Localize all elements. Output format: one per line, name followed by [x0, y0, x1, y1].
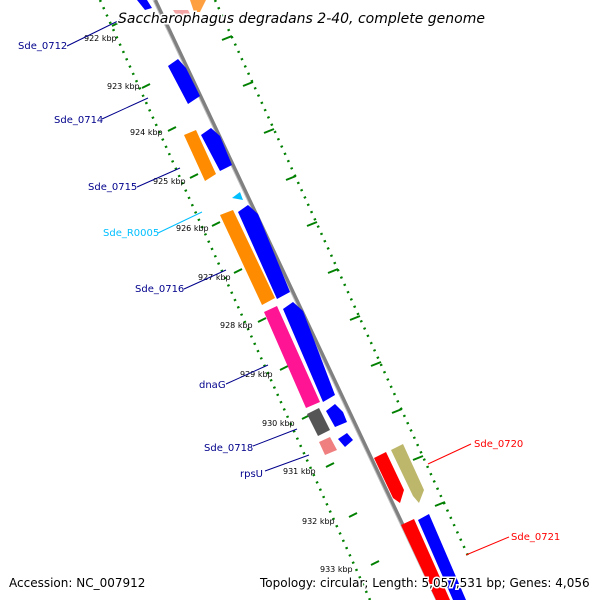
tick-label-923: 923 kbp [107, 82, 140, 91]
tick-label-928: 928 kbp [220, 321, 253, 330]
tick-label-929: 929 kbp [240, 370, 273, 379]
genome-backbone-highlight [152, 0, 437, 600]
gene-feature-sde-0718-blue[interactable] [326, 404, 347, 427]
gene-label-rpsu[interactable]: rpsU [240, 469, 263, 480]
tick-label-933: 933 kbp [320, 565, 353, 574]
inner-dotted-track [98, 0, 372, 600]
tick-label-926: 926 kbp [176, 224, 209, 233]
gene-feature-top-pink[interactable] [173, 10, 192, 18]
gene-feature-top-orange[interactable] [190, 0, 206, 12]
gene-feature-sde-0715-orange[interactable] [184, 130, 216, 181]
gene-feature-sde-0715-blue[interactable] [201, 128, 232, 171]
gene-feature-sde-0720-khaki[interactable] [391, 444, 424, 503]
gene-feature-sde-0714[interactable] [168, 59, 200, 104]
gene-feature-sde-0721-red[interactable] [401, 519, 450, 600]
gene-label-sde-0712[interactable]: Sde_0712 [18, 41, 67, 52]
tick-label-922: 922 kbp [84, 34, 117, 43]
label-leaders [66, 19, 510, 556]
genome-backbone [153, 0, 440, 600]
outer-dotted-track [213, 0, 472, 561]
gene-feature-sde-0716-blue[interactable] [238, 205, 290, 299]
accession-text: Accession: NC_007912 [9, 576, 145, 590]
gene-feature-sde-0720-red[interactable] [374, 452, 404, 503]
gene-feature-sde-r0005[interactable] [232, 192, 243, 200]
gene-feature-sde-0718-grey[interactable] [307, 408, 330, 436]
gene-label-sde-0714[interactable]: Sde_0714 [54, 115, 103, 126]
outer-tick-marks [221, 35, 446, 507]
gene-label-sde-0716[interactable]: Sde_0716 [135, 284, 184, 295]
tick-label-931: 931 kbp [283, 467, 316, 476]
gene-label-sde-0720[interactable]: Sde_0720 [474, 439, 523, 450]
gene-label-sde-0715[interactable]: Sde_0715 [88, 182, 137, 193]
gene-feature-rpsu-blue[interactable] [338, 433, 353, 447]
gene-label-dnag[interactable]: dnaG [199, 380, 226, 391]
tick-label-924: 924 kbp [130, 128, 163, 137]
gene-feature-sde-0716-orange[interactable] [220, 210, 275, 305]
tick-label-930: 930 kbp [262, 419, 295, 428]
gene-feature-sde-0721-blue[interactable] [418, 514, 466, 600]
gene-label-sde-0718[interactable]: Sde_0718 [204, 443, 253, 454]
gene-label-sde-r0005[interactable]: Sde_R0005 [103, 228, 159, 239]
gene-feature-top-blue[interactable] [137, 0, 152, 10]
gene-feature-dnag-pink[interactable] [264, 306, 320, 408]
map-title: Saccharophagus degradans 2-40, complete … [118, 11, 485, 27]
tick-label-932: 932 kbp [302, 517, 335, 526]
tick-label-927: 927 kbp [198, 273, 231, 282]
gene-label-sde-0721[interactable]: Sde_0721 [511, 532, 560, 543]
gene-feature-rpsu-red[interactable] [319, 437, 337, 455]
gene-feature-dnag-blue[interactable] [283, 302, 335, 402]
genome-summary-text: Topology: circular; Length: 5,057,531 bp… [259, 576, 590, 590]
tick-label-925: 925 kbp [153, 177, 186, 186]
